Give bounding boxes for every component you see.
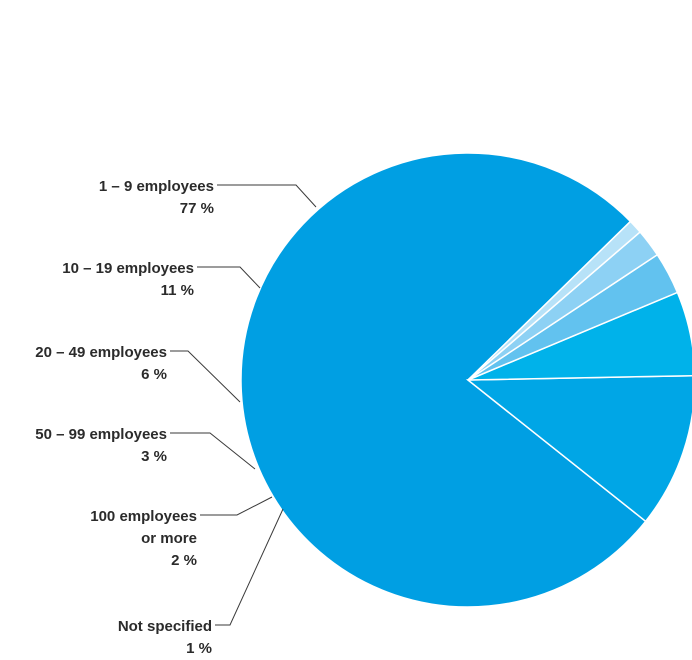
slice-label-0: 1 – 9 employees bbox=[99, 178, 214, 195]
slice-value-3: 3 % bbox=[141, 448, 167, 465]
leader-line-5 bbox=[215, 508, 284, 626]
slice-value-1: 11 % bbox=[161, 282, 194, 299]
pie-slice-0 bbox=[240, 152, 647, 608]
slice-label-4: or more bbox=[141, 530, 197, 547]
slice-label-4: 100 employees bbox=[90, 508, 197, 525]
leader-line-4 bbox=[200, 496, 273, 516]
slice-value-0: 77 % bbox=[180, 200, 214, 217]
slice-label-2: 20 – 49 employees bbox=[35, 344, 167, 361]
slice-label-5: Not specified bbox=[118, 618, 212, 635]
leader-line-2 bbox=[170, 350, 241, 403]
slice-value-4: 2 % bbox=[171, 552, 197, 569]
pie-labels: 1 – 9 employees 77 % 10 – 19 employees 11 %… bbox=[35, 178, 317, 657]
leader-line-3 bbox=[170, 432, 256, 470]
slice-label-3: 50 – 99 employees bbox=[35, 426, 167, 443]
leader-line-0 bbox=[217, 184, 317, 208]
slice-value-2: 6 % bbox=[141, 366, 167, 383]
pie-slices bbox=[240, 152, 692, 608]
pie-slice-5 bbox=[467, 220, 642, 381]
leader-line-1 bbox=[197, 266, 261, 289]
slice-value-5: 1 % bbox=[186, 640, 212, 657]
pie-slice-1 bbox=[465, 374, 692, 523]
slice-label-1: 10 – 19 employees bbox=[62, 260, 194, 277]
